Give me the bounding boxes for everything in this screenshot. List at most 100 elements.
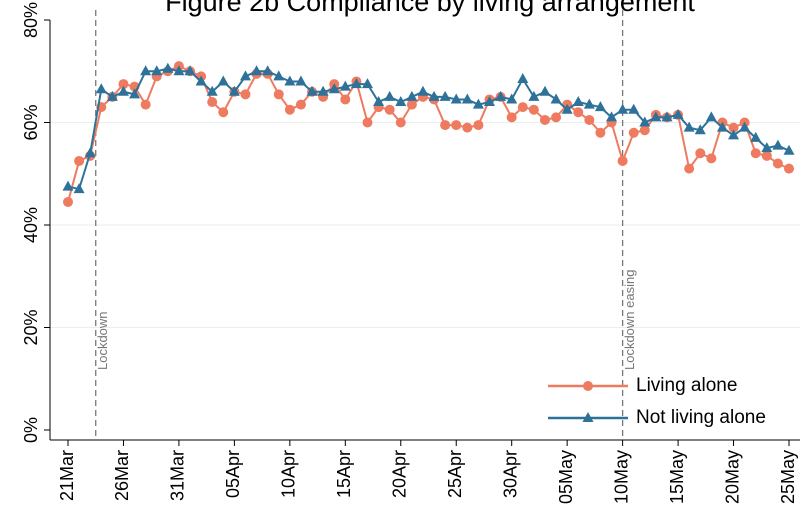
data-point	[594, 101, 606, 112]
data-point	[672, 108, 684, 119]
data-point	[428, 90, 440, 101]
data-point	[395, 96, 407, 106]
data-point	[384, 104, 395, 115]
data-point	[395, 117, 406, 128]
data-point	[506, 112, 517, 123]
legend-label: Not living alone	[636, 407, 766, 428]
data-point	[239, 70, 251, 81]
data-point	[617, 103, 629, 114]
data-point	[528, 90, 540, 101]
data-point	[617, 155, 628, 166]
data-point	[251, 65, 263, 76]
data-point	[551, 112, 562, 123]
x-tick-label: 10May	[611, 450, 631, 504]
annotation-label: Lockdown easing	[622, 270, 637, 370]
data-point	[84, 147, 96, 158]
data-point	[151, 65, 163, 76]
data-point	[772, 158, 783, 169]
data-point	[473, 120, 484, 131]
data-point	[350, 78, 362, 89]
x-tick-label: 21Mar	[57, 450, 77, 501]
legend-marker	[583, 381, 593, 391]
x-tick-label: 25May	[778, 450, 798, 504]
data-point	[140, 65, 152, 76]
data-point	[584, 114, 595, 125]
data-point	[706, 153, 717, 164]
data-point	[583, 98, 595, 109]
data-point	[240, 89, 251, 100]
data-point	[472, 98, 484, 109]
data-point	[62, 180, 74, 191]
x-tick-label: 26Mar	[112, 450, 132, 501]
legend-label: Living alone	[636, 375, 737, 396]
data-point	[440, 120, 451, 131]
data-point	[273, 89, 284, 100]
y-tick-label: 60%	[21, 104, 41, 140]
data-point	[295, 99, 306, 110]
data-point	[384, 90, 396, 101]
data-point	[572, 96, 584, 106]
data-point	[328, 83, 340, 94]
series-line	[67, 65, 790, 203]
data-point	[228, 85, 240, 96]
data-point	[373, 96, 385, 106]
data-point	[461, 93, 473, 104]
data-point	[650, 111, 662, 122]
data-point	[317, 85, 329, 96]
data-point	[539, 85, 551, 96]
data-point	[362, 117, 373, 128]
data-point	[295, 75, 307, 86]
chart-title: Figure 2b Compliance by living arrangeme…	[165, 0, 695, 17]
data-point	[195, 75, 207, 86]
x-tick-label: 20May	[722, 450, 742, 504]
data-point	[339, 80, 351, 91]
y-tick-label: 40%	[21, 207, 41, 243]
data-point	[207, 97, 218, 107]
data-point	[63, 196, 73, 207]
data-point	[118, 79, 129, 90]
data-point	[573, 107, 584, 118]
data-point	[705, 111, 717, 122]
data-point	[716, 121, 728, 132]
data-point	[95, 83, 107, 94]
data-point	[340, 94, 351, 105]
data-point	[761, 150, 772, 161]
data-point	[561, 103, 573, 114]
data-point	[506, 93, 518, 104]
x-tick-label: 25Apr	[445, 450, 465, 498]
data-point	[417, 85, 429, 96]
data-point	[783, 144, 795, 155]
data-point	[361, 78, 373, 89]
x-tick-label: 20Apr	[390, 450, 410, 498]
data-point	[451, 120, 462, 131]
data-point	[750, 131, 762, 142]
data-point	[173, 65, 185, 76]
x-tick-label: 05Apr	[223, 450, 243, 498]
data-point	[739, 121, 751, 132]
data-point	[140, 99, 151, 110]
x-tick-label: 15May	[667, 450, 687, 504]
legend-marker	[582, 412, 594, 422]
data-point	[162, 62, 174, 73]
data-point	[772, 139, 784, 150]
data-point	[628, 103, 640, 114]
data-point	[284, 75, 296, 86]
data-point	[517, 72, 529, 83]
data-point	[761, 142, 773, 153]
x-tick-label: 10Apr	[279, 450, 299, 498]
x-tick-label: 05May	[556, 450, 576, 504]
x-tick-label: 31Mar	[168, 450, 188, 501]
data-point	[306, 85, 318, 96]
data-point	[273, 70, 285, 81]
data-point	[606, 111, 618, 122]
x-tick-label: 15Apr	[334, 450, 354, 498]
x-tick-label: 30Apr	[500, 450, 520, 498]
data-point	[695, 148, 706, 159]
data-point	[106, 90, 118, 101]
annotation-label: Lockdown	[95, 311, 110, 370]
data-point	[206, 85, 218, 96]
data-point	[262, 65, 274, 76]
data-point	[639, 125, 650, 136]
data-point	[728, 122, 739, 133]
data-point	[661, 111, 673, 122]
